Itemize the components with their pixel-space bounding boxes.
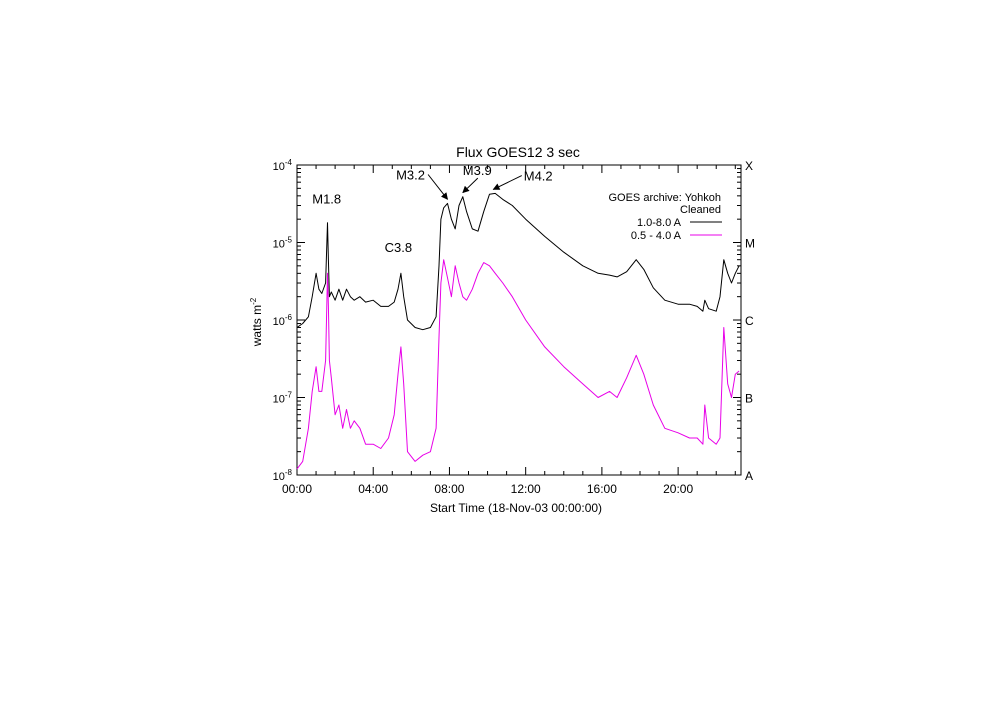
- y-tick-exp: -5: [285, 236, 293, 245]
- annotation-arrow: [462, 177, 479, 194]
- y-tick-label: 10-6: [273, 313, 293, 328]
- annotation-label: M3.9: [463, 163, 492, 178]
- annotation-label: C3.8: [385, 240, 412, 255]
- legend-subheader: Cleaned: [680, 204, 721, 216]
- legend-header: GOES archive: Yohkoh: [608, 192, 721, 204]
- x-tick-label: 00:00: [282, 482, 312, 496]
- y-axis-label-superscript: -2: [249, 297, 258, 305]
- plot-area: 10-410-510-610-710-8 00:00 04:00 08:00 12:0…: [273, 158, 755, 496]
- series-line-1: [296, 192, 740, 331]
- x-tick-label: 12:00: [511, 482, 541, 496]
- annotation-layer: M1.8 C3.8 M3.2 M3.9 M4.2: [312, 163, 552, 255]
- series-line-2: [296, 259, 740, 470]
- y-tick-label: 10-7: [273, 391, 293, 406]
- annotation-arrow: [492, 175, 522, 190]
- annotation-arrow: [427, 174, 448, 200]
- y-tick-exp: -7: [285, 391, 293, 400]
- y-tick-exp: -4: [285, 158, 293, 167]
- plot-frame: [296, 164, 742, 476]
- class-label: B: [745, 392, 753, 406]
- y-tick-label: 10-4: [273, 158, 293, 173]
- y-tick-label: 10-8: [273, 468, 293, 483]
- class-label: M: [745, 237, 755, 251]
- y-tick-base: 10: [273, 239, 285, 251]
- x-tick-label: 04:00: [358, 482, 388, 496]
- y-tick-base: 10: [273, 161, 285, 173]
- x-tick-label: 08:00: [434, 482, 464, 496]
- right-axis-classes: X M C B A: [733, 159, 755, 483]
- x-tick-label: 20:00: [663, 482, 693, 496]
- series-layer: [296, 192, 740, 470]
- x-axis-ticks: 00:00 04:00 08:00 12:00 16:00 20:00: [282, 165, 736, 496]
- y-tick-exp: -8: [285, 468, 293, 477]
- y-tick-base: 10: [273, 471, 285, 483]
- y-axis-label-text: watts m: [250, 305, 264, 347]
- y-axis-ticks: 10-410-510-610-710-8: [273, 158, 741, 483]
- x-tick-label: 16:00: [587, 482, 617, 496]
- y-tick-exp: -6: [285, 313, 293, 322]
- annotation-label: M4.2: [524, 169, 553, 184]
- annotation-label: M3.2: [396, 167, 425, 182]
- class-label: X: [745, 159, 753, 173]
- y-tick-base: 10: [273, 394, 285, 406]
- legend: GOES archive: Yohkoh Cleaned 1.0-8.0 A 0…: [608, 192, 722, 242]
- y-tick-base: 10: [273, 316, 285, 328]
- chart-title: Flux GOES12 3 sec: [456, 144, 580, 160]
- class-label: A: [745, 469, 753, 483]
- y-tick-label: 10-5: [273, 236, 293, 251]
- legend-entry-1: 1.0-8.0 A: [637, 217, 682, 229]
- y-axis-label: watts m-2: [249, 297, 264, 347]
- class-label: C: [745, 314, 754, 328]
- x-axis-label: Start Time (18-Nov-03 00:00:00): [430, 501, 602, 515]
- legend-entry-2: 0.5 - 4.0 A: [631, 230, 682, 242]
- annotation-label: M1.8: [312, 191, 341, 206]
